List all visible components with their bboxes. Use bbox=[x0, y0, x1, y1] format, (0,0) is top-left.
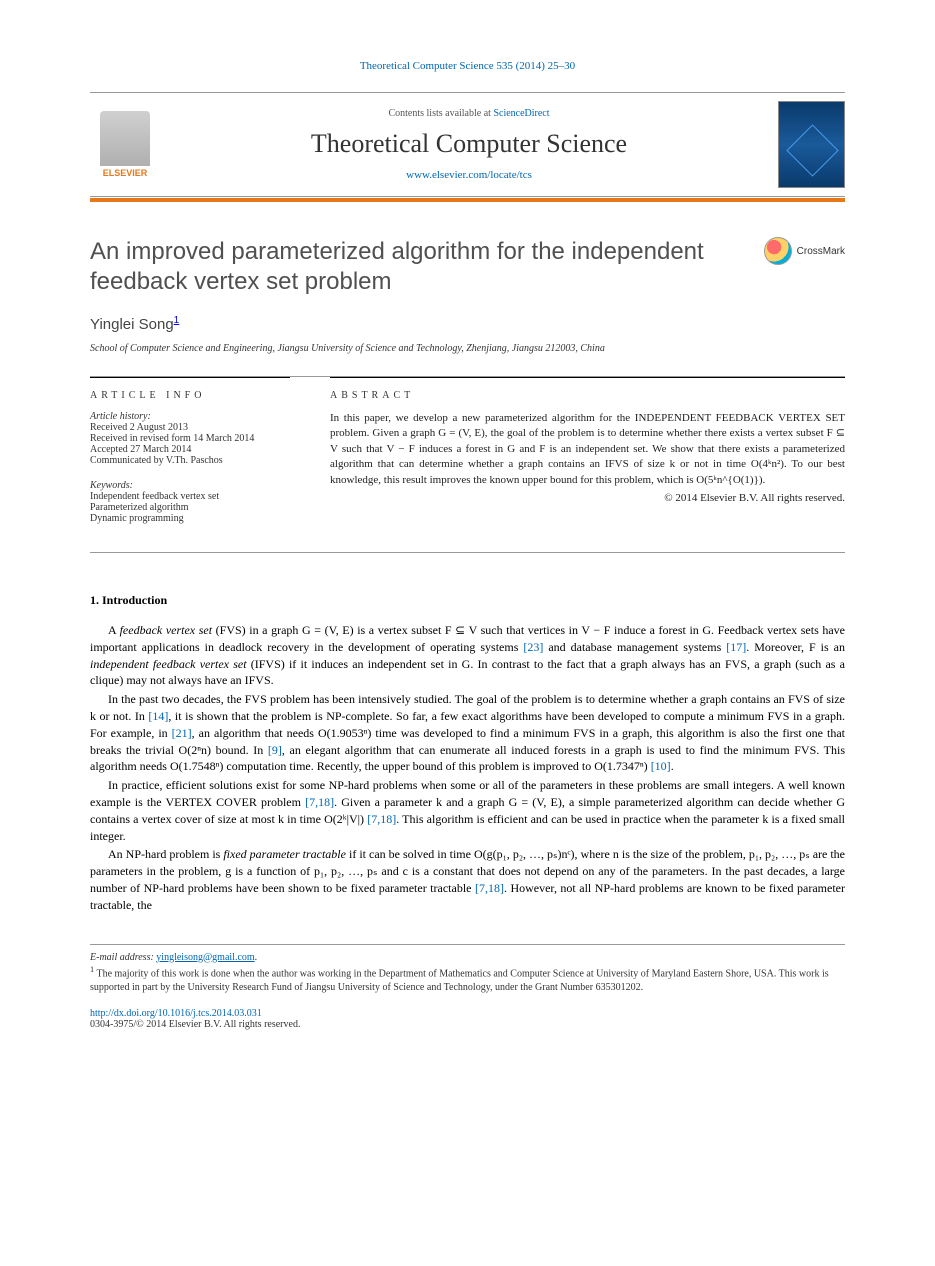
keyword-item: Independent feedback vertex set bbox=[90, 491, 290, 502]
author-line: Yinglei Song1 bbox=[90, 315, 845, 333]
text-run: . Moreover, F is an bbox=[746, 640, 845, 654]
footnote-text: The majority of this work is done when t… bbox=[90, 968, 829, 993]
crossmark-badge[interactable]: CrossMark bbox=[764, 237, 845, 265]
keywords-label: Keywords: bbox=[90, 480, 290, 491]
contents-line: Contents lists available at ScienceDirec… bbox=[160, 108, 778, 119]
sciencedirect-link[interactable]: ScienceDirect bbox=[493, 108, 549, 119]
crossmark-icon bbox=[764, 237, 792, 265]
text-run: and database management systems bbox=[543, 640, 726, 654]
elsevier-tree-icon bbox=[100, 111, 150, 166]
received-date: Received 2 August 2013 bbox=[90, 422, 290, 433]
article-info-heading: ARTICLE INFO bbox=[90, 390, 290, 401]
footnotes-block: E-mail address: yingleisong@gmail.com. 1… bbox=[90, 944, 845, 995]
journal-url[interactable]: www.elsevier.com/locate/tcs bbox=[160, 169, 778, 181]
journal-cover-thumbnail bbox=[778, 101, 845, 188]
publisher-name: ELSEVIER bbox=[103, 168, 148, 178]
citation-link[interactable]: [10] bbox=[651, 759, 671, 773]
doi-link[interactable]: http://dx.doi.org/10.1016/j.tcs.2014.03.… bbox=[90, 1008, 262, 1019]
issn-copyright: 0304-3975/© 2014 Elsevier B.V. All right… bbox=[90, 1019, 300, 1030]
history-label: Article history: bbox=[90, 411, 290, 422]
abstract-text: In this paper, we develop a new paramete… bbox=[330, 411, 845, 488]
intro-paragraph-4: An NP-hard problem is fixed parameter tr… bbox=[90, 846, 845, 913]
keyword-item: Dynamic programming bbox=[90, 513, 290, 524]
section-divider bbox=[90, 552, 845, 553]
abstract-heading: ABSTRACT bbox=[330, 390, 845, 401]
abstract-copyright: © 2014 Elsevier B.V. All rights reserved… bbox=[330, 492, 845, 504]
title-row: An improved parameterized algorithm for … bbox=[90, 237, 845, 297]
elsevier-logo: ELSEVIER bbox=[90, 105, 160, 185]
footnote-marker: 1 bbox=[90, 965, 94, 974]
author-footnote-link[interactable]: 1 bbox=[174, 315, 180, 326]
page-container: Theoretical Computer Science 535 (2014) … bbox=[0, 0, 935, 1070]
text-run: A bbox=[108, 623, 120, 637]
keywords-block: Keywords: Independent feedback vertex se… bbox=[90, 480, 290, 524]
text-run: An NP-hard problem is bbox=[108, 847, 223, 861]
intro-paragraph-1: A feedback vertex set (FVS) in a graph G… bbox=[90, 622, 845, 689]
meta-row: ARTICLE INFO Article history: Received 2… bbox=[90, 376, 845, 538]
revised-date: Received in revised form 14 March 2014 bbox=[90, 433, 290, 444]
communicated-by: Communicated by V.Th. Paschos bbox=[90, 455, 290, 466]
accepted-date: Accepted 27 March 2014 bbox=[90, 444, 290, 455]
top-reference: Theoretical Computer Science 535 (2014) … bbox=[90, 60, 845, 72]
crossmark-label: CrossMark bbox=[797, 246, 845, 257]
text-emph: feedback vertex set bbox=[120, 623, 212, 637]
citation-link[interactable]: [7,18] bbox=[475, 881, 504, 895]
text-emph: fixed parameter tractable bbox=[223, 847, 346, 861]
intro-paragraph-2: In the past two decades, the FVS problem… bbox=[90, 691, 845, 775]
abstract-column: ABSTRACT In this paper, we develop a new… bbox=[330, 377, 845, 538]
author-name: Yinglei Song bbox=[90, 316, 174, 333]
journal-name: Theoretical Computer Science bbox=[160, 129, 778, 159]
article-info-column: ARTICLE INFO Article history: Received 2… bbox=[90, 377, 290, 538]
doi-block: http://dx.doi.org/10.1016/j.tcs.2014.03.… bbox=[90, 1008, 845, 1030]
email-footnote: E-mail address: yingleisong@gmail.com. bbox=[90, 951, 845, 965]
citation-link[interactable]: [21] bbox=[172, 726, 192, 740]
section-heading-intro: 1. Introduction bbox=[90, 593, 845, 608]
email-label: E-mail address: bbox=[90, 952, 154, 963]
author-email[interactable]: yingleisong@gmail.com bbox=[156, 952, 254, 963]
article-history-block: Article history: Received 2 August 2013 … bbox=[90, 411, 290, 466]
header-center: Contents lists available at ScienceDirec… bbox=[160, 108, 778, 181]
citation-link[interactable]: [7,18] bbox=[367, 812, 396, 826]
keyword-item: Parameterized algorithm bbox=[90, 502, 290, 513]
paper-title: An improved parameterized algorithm for … bbox=[90, 237, 744, 297]
text-run: . bbox=[671, 759, 674, 773]
contents-prefix: Contents lists available at bbox=[388, 108, 493, 119]
citation-link[interactable]: [9] bbox=[268, 743, 282, 757]
orange-divider bbox=[90, 198, 845, 202]
journal-header: ELSEVIER Contents lists available at Sci… bbox=[90, 92, 845, 197]
text-emph: independent feedback vertex set bbox=[90, 657, 247, 671]
affiliation: School of Computer Science and Engineeri… bbox=[90, 343, 845, 354]
citation-link[interactable]: [17] bbox=[726, 640, 746, 654]
citation-link[interactable]: [23] bbox=[523, 640, 543, 654]
citation-link[interactable]: [7,18] bbox=[305, 795, 334, 809]
intro-paragraph-3: In practice, efficient solutions exist f… bbox=[90, 777, 845, 844]
author-note-footnote: 1 The majority of this work is done when… bbox=[90, 964, 845, 994]
citation-link[interactable]: [14] bbox=[148, 709, 168, 723]
